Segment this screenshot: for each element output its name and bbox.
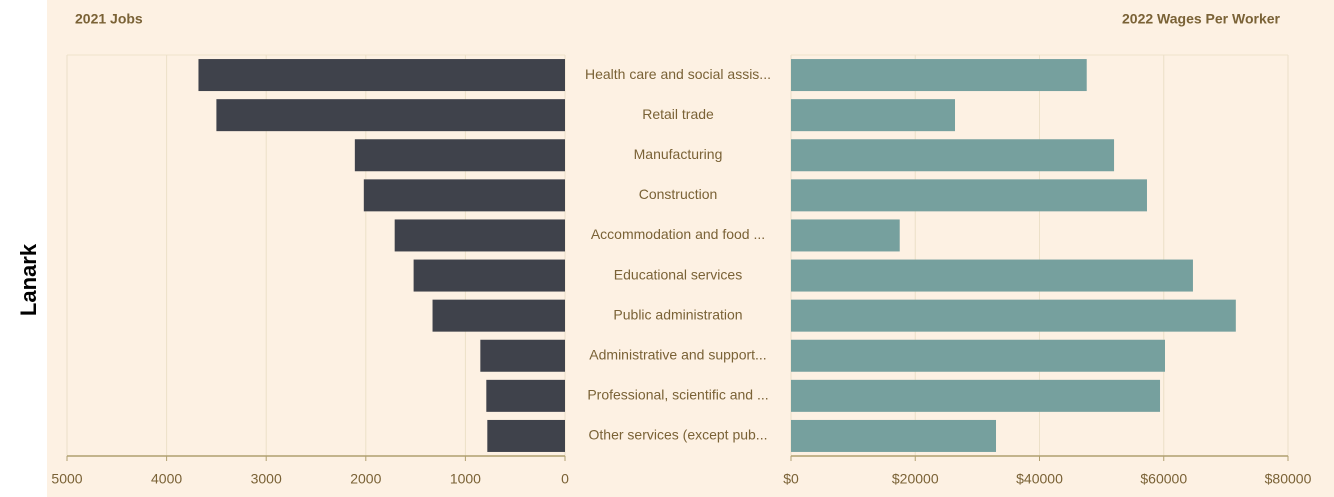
category-label: Public administration [613,306,742,322]
bar [791,259,1193,292]
bar [480,339,565,372]
bar [791,299,1236,332]
x-tick-label: 0 [561,471,569,487]
category-label: Administrative and support... [589,346,766,362]
bar [791,419,997,452]
bar [791,219,900,252]
x-tick-label: 2000 [350,471,381,487]
x-tick-label: 4000 [151,471,182,487]
bar [363,179,565,212]
x-tick-label: 5000 [51,471,82,487]
side-label: Lanark [16,243,41,316]
x-tick-label: $0 [783,471,799,487]
x-tick-label: 1000 [450,471,481,487]
bar [791,339,1165,372]
bar [791,99,956,132]
category-label: Educational services [614,266,742,282]
bar [791,379,1161,412]
chart-title: 2022 Wages Per Worker [1122,11,1281,27]
bar [216,99,565,132]
bar [791,59,1087,92]
chart-title: 2021 Jobs [75,11,143,27]
bar [791,139,1115,172]
x-tick-label: $80000 [1265,471,1312,487]
category-label: Retail trade [642,106,714,122]
x-tick-label: 3000 [251,471,282,487]
x-tick-label: $60000 [1140,471,1187,487]
x-tick-label: $40000 [1016,471,1063,487]
bar [791,179,1147,212]
x-tick-label: $20000 [892,471,939,487]
bar [432,299,565,332]
bar [198,59,566,92]
bar [413,259,565,292]
bar [354,139,565,172]
bar [487,419,565,452]
category-label: Other services (except pub... [589,427,768,443]
category-label: Accommodation and food ... [591,226,765,242]
category-label: Manufacturing [634,146,723,162]
category-label: Health care and social assis... [585,66,771,82]
bar [394,219,565,252]
bar [486,379,565,412]
category-label: Professional, scientific and ... [587,387,768,403]
category-label: Construction [639,186,718,202]
